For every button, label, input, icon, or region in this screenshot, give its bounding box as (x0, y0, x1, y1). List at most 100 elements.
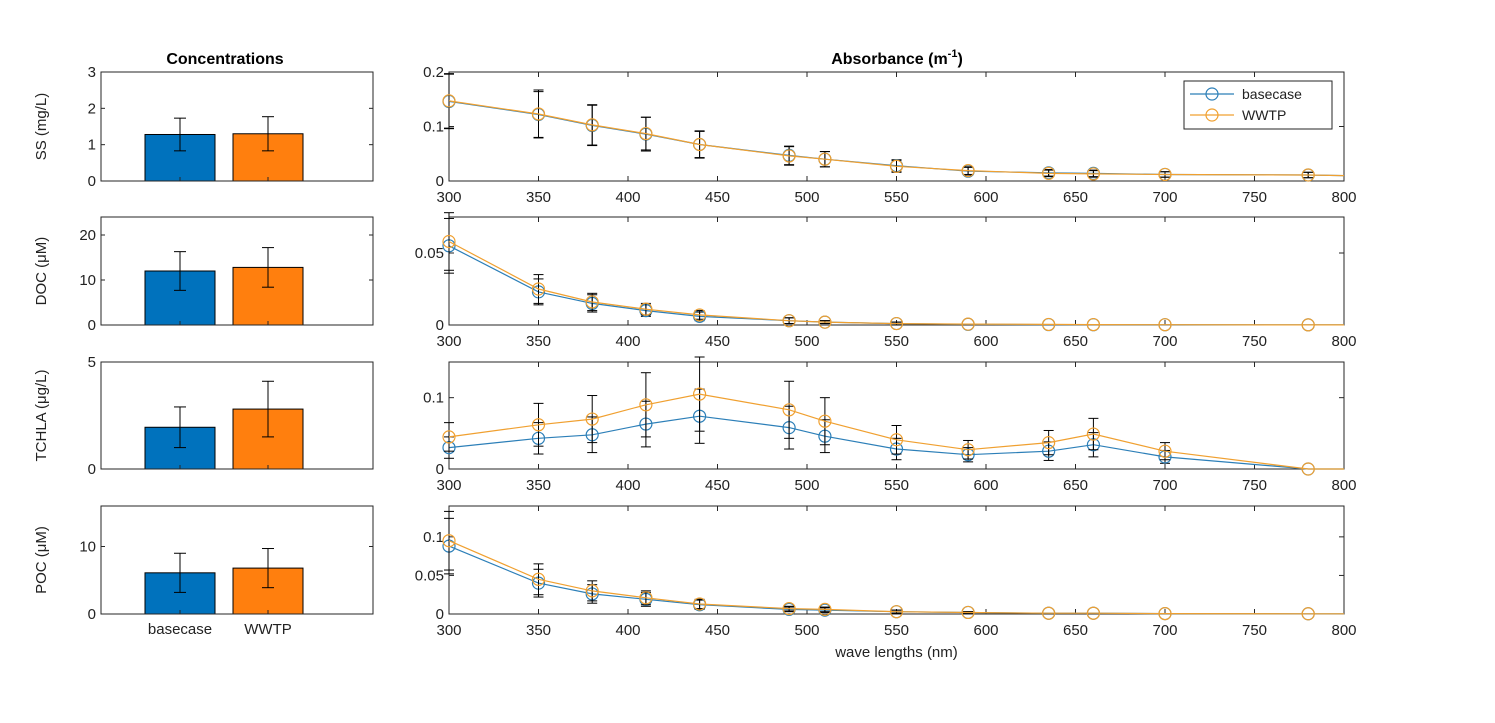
data-point (1042, 166, 1056, 180)
series-basecase (442, 388, 1344, 476)
absorbance-title: Absorbance (m-1) (831, 48, 963, 68)
data-point (1158, 444, 1172, 458)
x-tick-label: 750 (1242, 189, 1267, 206)
y-tick-label: 0.1 (423, 119, 444, 136)
y-tick-label: 0 (88, 461, 96, 478)
y-tick-label: 10 (79, 272, 96, 289)
data-point (1086, 317, 1101, 332)
data-point (585, 584, 599, 598)
bar-axes-box (100, 361, 374, 470)
line-panel-tchla: 300 350 400 450 500 550 600 650 700 750 800 0 0.1 (423, 356, 1357, 494)
y-axis-label: POC (μM) (33, 526, 50, 594)
data-point (692, 308, 707, 322)
x-tick-label: 450 (705, 622, 730, 639)
x-tick-label: 350 (526, 622, 551, 639)
data-point (961, 164, 975, 178)
data-point (782, 314, 796, 328)
x-tick-label: 750 (1242, 622, 1267, 639)
data-point (782, 149, 796, 163)
y-axis-label: TCHLA (μg/L) (33, 369, 50, 461)
x-tick-label: 500 (794, 333, 819, 350)
bar-axes-box (100, 216, 374, 326)
y-tick-label: 1 (88, 137, 96, 154)
series-wwtp (442, 510, 1344, 621)
x-tick-label: 500 (794, 477, 819, 494)
y-tick-label: 0.05 (415, 567, 444, 584)
data-point (639, 398, 653, 412)
y-tick-label: 0.1 (423, 390, 444, 407)
data-point (1042, 606, 1056, 620)
data-point (1042, 436, 1056, 450)
x-tick-label: 650 (1063, 189, 1088, 206)
data-point (442, 234, 456, 249)
data-point (531, 572, 546, 586)
y-tick-label: 0 (88, 606, 96, 623)
y-tick-label: 0.05 (415, 245, 444, 262)
data-point (639, 126, 653, 141)
x-tick-label: 300 (436, 477, 461, 494)
data-point (692, 597, 707, 611)
x-tick-label: 700 (1152, 333, 1177, 350)
data-point (1301, 318, 1315, 332)
legend-marker-wwtp (1205, 108, 1219, 122)
data-point (692, 137, 707, 152)
data-point (585, 295, 599, 309)
series-wwtp (442, 212, 1344, 332)
x-tick-label: 800 (1331, 477, 1356, 494)
x-tick-label: 600 (973, 622, 998, 639)
series-wwtp (442, 73, 1345, 182)
data-point (889, 433, 904, 447)
x-tick-label: 400 (615, 189, 640, 206)
x-tick-label: 650 (1063, 333, 1088, 350)
data-point (782, 403, 796, 417)
data-point (1301, 168, 1315, 182)
y-tick-label: 0 (436, 606, 444, 623)
data-point (1042, 317, 1056, 332)
x-tick-label: 550 (884, 477, 909, 494)
x-tick-label: 350 (526, 477, 551, 494)
x-tick-label: 400 (615, 477, 640, 494)
bar-panel-tchla: 0 5 TCHLA (μg/L) (33, 354, 374, 478)
x-tick-label: 600 (973, 189, 998, 206)
y-axis-label: SS (mg/L) (33, 93, 50, 161)
x-tick-label: 600 (973, 477, 998, 494)
y-tick-label: 0 (88, 173, 96, 190)
x-tick-label: 450 (705, 477, 730, 494)
x-tick-label: 550 (884, 189, 909, 206)
bar-panel-poc: 0 10 basecase WWTP POC (μM) (33, 505, 374, 638)
data-point (961, 317, 975, 331)
x-tick-label: 300 (436, 622, 461, 639)
y-tick-label: 0 (88, 317, 96, 334)
y-tick-label: 2 (88, 100, 96, 117)
data-point (531, 107, 546, 121)
series-line-wwtp (448, 100, 1345, 177)
absorbance-title-main: Absorbance (m (831, 51, 947, 68)
x-tick-label: 800 (1331, 333, 1356, 350)
data-point (442, 534, 456, 548)
series-line-basecase (448, 245, 1344, 326)
series-line-wwtp (448, 393, 1344, 470)
x-tick-label: 700 (1152, 622, 1177, 639)
data-point (1301, 607, 1315, 621)
x-tick-label-wwtp: WWTP (244, 621, 291, 638)
x-tick-label: 600 (973, 333, 998, 350)
series-line-basecase (448, 415, 1344, 470)
x-tick-label: 400 (615, 333, 640, 350)
data-point (1086, 427, 1101, 441)
line-axes-box (448, 505, 1345, 615)
data-point (889, 316, 904, 331)
x-tick-label: 450 (705, 333, 730, 350)
bar-panel-ss: 0 1 2 3 SS (mg/L) (33, 64, 374, 190)
data-point (692, 387, 707, 401)
plots-layer: 0 1 2 3 SS (mg/L) 0 10 20 DOC (μM) 0 5 TCHLA (μg/L)… (33, 64, 1357, 661)
data-point (1086, 606, 1101, 620)
data-point (818, 315, 832, 329)
data-point (961, 443, 975, 457)
data-point (531, 282, 546, 296)
data-point (818, 152, 832, 166)
x-tick-label: 750 (1242, 477, 1267, 494)
x-tick-label: 700 (1152, 477, 1177, 494)
x-tick-label: 800 (1331, 189, 1356, 206)
x-tick-label: 550 (884, 333, 909, 350)
